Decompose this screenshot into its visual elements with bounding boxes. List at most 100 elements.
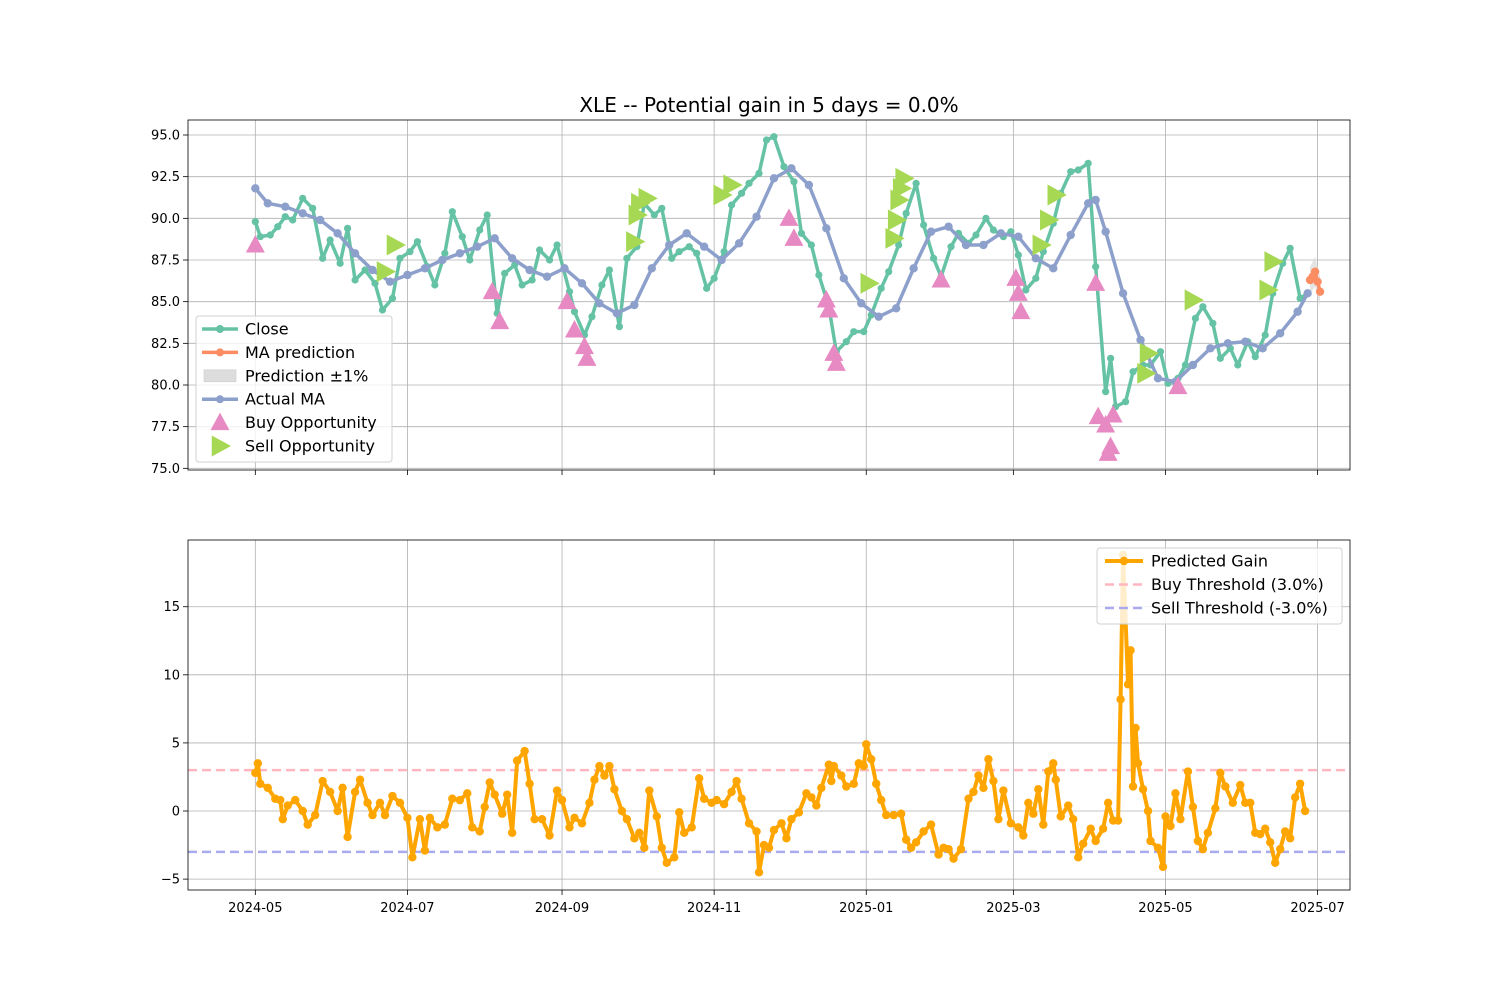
predicted-gain-series-point <box>1285 834 1295 843</box>
actual-ma-series-point <box>438 255 447 265</box>
actual-ma-series-point <box>420 264 430 273</box>
predicted-gain-series-point <box>827 776 836 786</box>
predicted-gain-series-point <box>507 828 517 838</box>
buy-opportunity-marker <box>1103 405 1123 423</box>
actual-ma-series-point <box>996 229 1006 238</box>
actual-ma-series-point <box>333 229 342 238</box>
close-series-point <box>703 284 711 292</box>
predicted-gain-series-point <box>408 853 417 862</box>
close-series-point <box>588 313 596 321</box>
actual-ma-series-point <box>403 270 412 280</box>
predicted-gain-series-point <box>570 813 579 823</box>
predicted-gain-series-point <box>1280 827 1290 836</box>
actual-ma-series-point <box>979 240 988 250</box>
actual-ma-series-point <box>787 164 796 173</box>
close-series-point <box>920 221 928 229</box>
predicted-gain-series-point <box>1290 793 1300 802</box>
close-series-point <box>1102 388 1110 396</box>
predicted-gain-series-point <box>375 798 385 808</box>
predicted-gain-series-point <box>595 761 604 771</box>
close-series-point <box>1209 319 1217 327</box>
predicted-gain-series-point <box>497 809 507 818</box>
close-series-point <box>850 328 858 336</box>
predicted-gain-series-point <box>291 795 300 805</box>
predicted-gain-series-point <box>1049 759 1058 768</box>
actual-ma-series-point <box>595 299 604 308</box>
buy-opportunity-marker <box>557 291 577 310</box>
close-series-point <box>518 281 526 289</box>
predicted-gain-series-point <box>420 846 430 855</box>
buy-opportunity-marker <box>574 336 594 355</box>
predicted-gain-series-point <box>1014 823 1023 832</box>
y-tick-label: 75.0 <box>151 462 180 477</box>
close-series-point <box>982 214 990 222</box>
predicted-gain-series-point <box>812 801 821 810</box>
actual-ma-series-point <box>1083 199 1093 208</box>
predicted-gain-series-point <box>1246 798 1255 808</box>
predicted-gain-series-point <box>989 776 998 786</box>
y-tick-label: 85.0 <box>151 295 180 310</box>
close-series-point <box>458 233 466 241</box>
predicted-gain-series-point <box>1029 809 1038 818</box>
predicted-gain-series-point <box>837 771 846 780</box>
actual-ma-series-point <box>909 264 918 273</box>
close-series-point <box>309 204 317 212</box>
y-tick-label: 77.5 <box>151 420 180 435</box>
predicted-gain-series-point <box>635 828 644 838</box>
actual-ma-series-point <box>682 229 691 238</box>
close-series-point <box>1129 368 1137 376</box>
legend-label: Buy Opportunity <box>245 413 377 432</box>
actual-ma-series-point <box>717 255 726 265</box>
predicted-gain-series-point <box>872 779 881 788</box>
predicted-gain-series-point <box>283 801 292 810</box>
sell-opportunity-marker <box>376 261 396 283</box>
predicted-gain-series-point <box>350 787 360 797</box>
actual-ma-series-point <box>769 174 779 183</box>
close-series-point <box>650 211 658 219</box>
actual-ma-series-point <box>1223 339 1233 348</box>
predicted-gain-series-point <box>475 827 484 836</box>
predicted-gain-series-point <box>670 853 679 862</box>
sell-opportunity-marker <box>626 231 646 253</box>
predicted-gain-series-point <box>512 756 522 765</box>
predicted-gain-series-point <box>1039 820 1048 829</box>
axes-frame <box>187 539 1351 891</box>
predicted-gain-series-point <box>251 768 260 778</box>
predicted-gain-series-point <box>318 776 327 786</box>
actual-ma-series-point <box>1293 307 1302 316</box>
predicted-gain-series-point <box>310 810 320 820</box>
predicted-gain-series-point <box>1261 824 1270 833</box>
legend-band-swatch <box>203 369 237 383</box>
close-series-point <box>1121 398 1130 406</box>
predicted-gain-series-point <box>1183 767 1193 776</box>
predicted-gain-series-point <box>889 810 898 820</box>
buy-opportunity-marker <box>931 270 951 288</box>
predicted-gain-series-point <box>1158 862 1168 872</box>
predicted-gain-series-point <box>1300 806 1310 816</box>
predicted-gain-series-point <box>388 791 397 801</box>
actual-ma-series-point <box>490 234 499 243</box>
predicted-gain-series-point <box>737 794 746 803</box>
predicted-gain-series-point <box>1146 836 1155 846</box>
predicted-gain-series-point <box>485 778 494 787</box>
buy-opportunity-marker <box>816 290 836 308</box>
close-series-point <box>251 218 259 226</box>
predicted-gain-series-point <box>395 798 405 808</box>
predicted-gain-series-point <box>769 825 779 835</box>
predicted-gain-series-point <box>325 787 335 797</box>
predicted-gain-series-line <box>253 552 1308 875</box>
x-tick-label: 2025-01 <box>839 901 893 916</box>
actual-ma-series-point <box>455 249 464 258</box>
predicted-gain-series-point <box>1203 828 1213 838</box>
legend-buy-swatch <box>210 412 230 431</box>
predicted-gain-series-point <box>530 814 539 824</box>
actual-ma-series-point <box>577 279 587 288</box>
actual-ma-series-point <box>1241 337 1250 346</box>
actual-ma-series-point <box>1014 232 1023 241</box>
actual-ma-series-point <box>734 239 744 248</box>
close-series-point <box>274 223 282 231</box>
predicted-gain-series-point <box>849 779 858 788</box>
predicted-gain-series-point <box>859 761 868 771</box>
actual-ma-series-point <box>473 242 482 251</box>
